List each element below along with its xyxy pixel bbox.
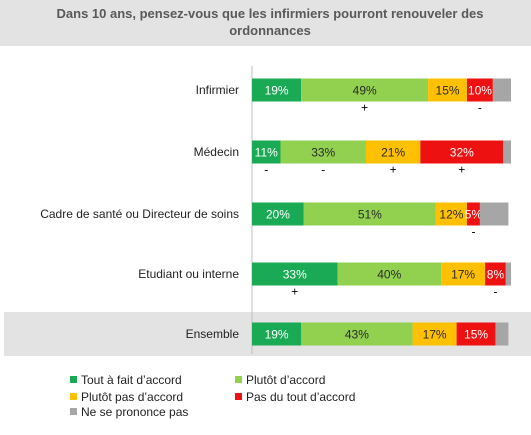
bar-segment xyxy=(252,140,281,164)
data-label: 19% xyxy=(265,84,289,98)
data-label: 17% xyxy=(423,328,447,342)
data-label: 11% xyxy=(255,146,278,160)
bar-segment xyxy=(365,140,421,164)
bar-segment xyxy=(252,78,302,102)
significance-mark: + xyxy=(458,163,465,177)
data-label: 21% xyxy=(381,146,405,160)
data-label: 10% xyxy=(468,84,492,98)
bar-segment xyxy=(280,140,366,164)
data-label: 8% xyxy=(487,268,505,282)
data-label: 32% xyxy=(450,146,474,160)
data-label: 15% xyxy=(464,328,488,342)
bar-segment xyxy=(420,140,504,164)
bar-segment xyxy=(337,262,442,286)
bar-segment xyxy=(252,322,302,346)
significance-mark: - xyxy=(264,163,268,177)
legend-label: Tout à fait d’accord xyxy=(81,373,182,387)
bar-segment xyxy=(252,262,338,286)
bar-segment xyxy=(495,322,509,346)
significance-mark: + xyxy=(291,285,298,299)
bar-segment xyxy=(303,202,436,226)
bar-segment xyxy=(301,322,413,346)
significance-mark: - xyxy=(478,101,482,115)
bar-segment xyxy=(492,78,511,102)
data-label: 40% xyxy=(377,268,401,282)
bar-segment xyxy=(479,202,509,226)
bar-segment xyxy=(435,202,467,226)
legend-item: Plutôt d’accord xyxy=(235,373,325,387)
data-label: 5% xyxy=(465,208,483,222)
legend-item: Tout à fait d’accord xyxy=(70,373,182,387)
bar-segment xyxy=(466,78,493,102)
bar-segment xyxy=(485,262,506,286)
legend-label: Plutôt d’accord xyxy=(246,373,326,387)
bar-segment xyxy=(466,202,480,226)
bar-segment xyxy=(428,78,467,102)
bar-segment xyxy=(441,262,486,286)
data-label: 33% xyxy=(311,146,335,160)
legend-swatch xyxy=(70,408,77,415)
data-label: 20% xyxy=(266,208,290,222)
bar-segment xyxy=(252,202,304,226)
category-label: Médecin xyxy=(194,145,239,159)
significance-mark: + xyxy=(390,163,397,177)
bar-segment xyxy=(456,322,496,346)
data-label: 19% xyxy=(265,328,289,342)
legend-swatch xyxy=(235,393,242,400)
data-label: 33% xyxy=(283,268,307,282)
data-label: 49% xyxy=(353,84,377,98)
data-label: 12% xyxy=(439,208,463,222)
bar-segment xyxy=(301,78,429,102)
category-label: Infirmier xyxy=(196,83,239,97)
significance-mark: - xyxy=(471,225,475,239)
data-label: 51% xyxy=(358,208,382,222)
bar-segment xyxy=(503,140,511,164)
significance-mark: - xyxy=(493,285,497,299)
legend-label: Plutôt pas d’accord xyxy=(81,390,184,404)
legend-swatch xyxy=(70,393,77,400)
category-label: Etudiant ou interne xyxy=(138,267,239,281)
significance-mark: + xyxy=(361,101,368,115)
legend-swatch xyxy=(70,376,77,383)
legend-item: Pas du tout d’accord xyxy=(235,390,355,404)
title-band xyxy=(0,0,531,46)
bar-segment xyxy=(505,262,511,286)
bar-segment xyxy=(412,322,457,346)
legend-item: Plutôt pas d’accord xyxy=(70,390,183,404)
legend-swatch xyxy=(235,376,242,383)
legend-item: Ne se prononce pas xyxy=(70,405,188,419)
chart-title: Dans 10 ans, pensez-vous que les infirmi… xyxy=(56,6,484,38)
data-label: 15% xyxy=(436,84,460,98)
category-label: Ensemble xyxy=(186,327,240,341)
category-label: Cadre de santé ou Directeur de soins xyxy=(40,207,239,221)
data-label: 17% xyxy=(451,268,475,282)
legend-label: Pas du tout d’accord xyxy=(246,390,356,404)
data-label: 43% xyxy=(345,328,369,342)
legend-label: Ne se prononce pas xyxy=(81,405,189,419)
significance-mark: - xyxy=(321,163,325,177)
